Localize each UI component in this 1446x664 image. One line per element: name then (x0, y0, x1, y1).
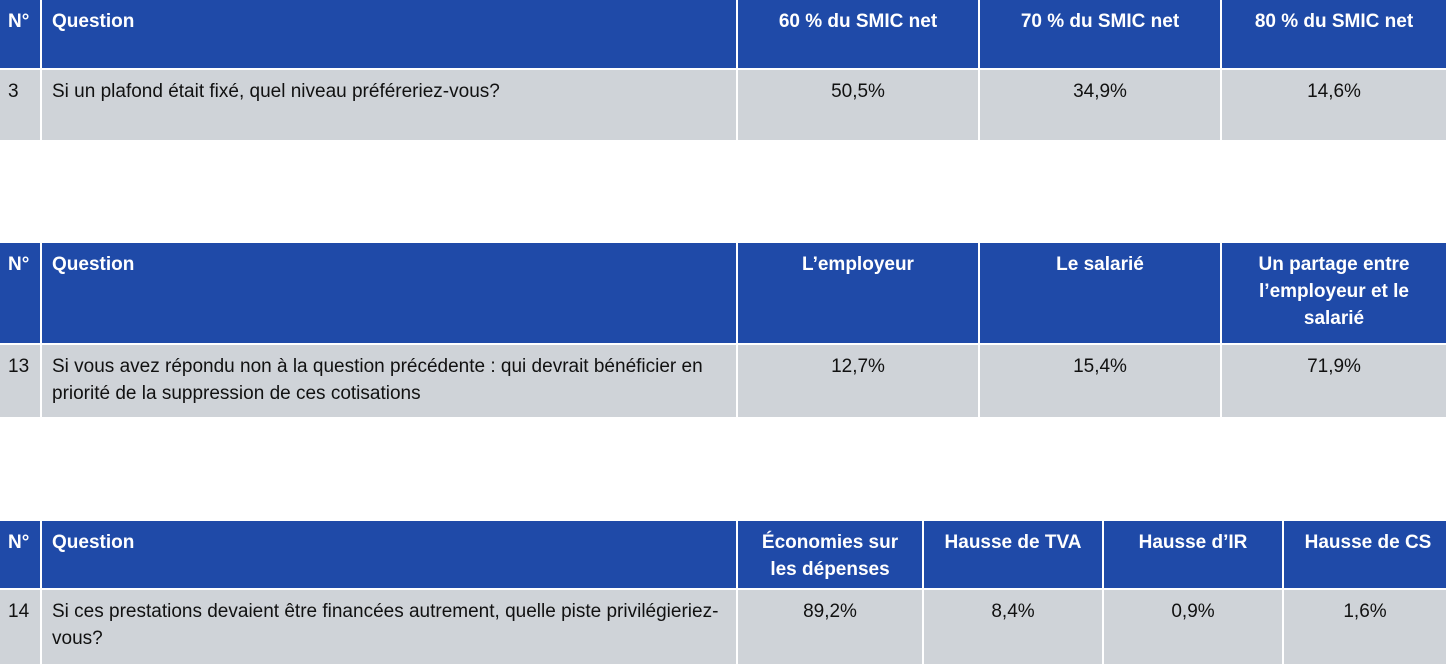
percent-cell: 0,9% (1104, 590, 1282, 664)
percent-cell: 50,5% (738, 70, 978, 140)
row-number: 14 (0, 590, 40, 664)
header-cell: 80 % du SMIC net (1222, 0, 1446, 68)
row-number: 3 (0, 70, 40, 140)
header-cell: N° (0, 243, 40, 343)
header-cell: Question (42, 0, 736, 68)
header-cell: 60 % du SMIC net (738, 0, 978, 68)
header-cell: Un partage entre l’employeur et le salar… (1222, 243, 1446, 343)
header-cell: Hausse d’IR (1104, 521, 1282, 588)
percent-cell: 14,6% (1222, 70, 1446, 140)
results-table: N° Question 60 % du SMIC net 70 % du SMIC n… (0, 0, 1446, 140)
header-cell: Le salarié (980, 243, 1220, 343)
percent-cell: 15,4% (980, 345, 1220, 417)
header-cell: N° (0, 521, 40, 588)
percent-cell: 12,7% (738, 345, 978, 417)
header-cell: Hausse de TVA (924, 521, 1102, 588)
question-cell: Si vous avez répondu non à la question p… (42, 345, 736, 417)
header-cell: Économies sur les dépenses (738, 521, 922, 588)
header-cell: Hausse de CS (1284, 521, 1446, 588)
results-table: N° Question Économies sur les dépenses Haus… (0, 521, 1446, 664)
percent-cell: 89,2% (738, 590, 922, 664)
results-table: N° Question L’employeur Le salarié Un partag… (0, 243, 1446, 417)
header-cell: N° (0, 0, 40, 68)
header-cell: L’employeur (738, 243, 978, 343)
percent-cell: 34,9% (980, 70, 1220, 140)
header-cell: Question (42, 521, 736, 588)
header-cell: 70 % du SMIC net (980, 0, 1220, 68)
row-number: 13 (0, 345, 40, 417)
percent-cell: 71,9% (1222, 345, 1446, 417)
percent-cell: 1,6% (1284, 590, 1446, 664)
header-cell: Question (42, 243, 736, 343)
question-cell: Si un plafond était fixé, quel niveau pr… (42, 70, 736, 140)
question-cell: Si ces prestations devaient être financé… (42, 590, 736, 664)
percent-cell: 8,4% (924, 590, 1102, 664)
